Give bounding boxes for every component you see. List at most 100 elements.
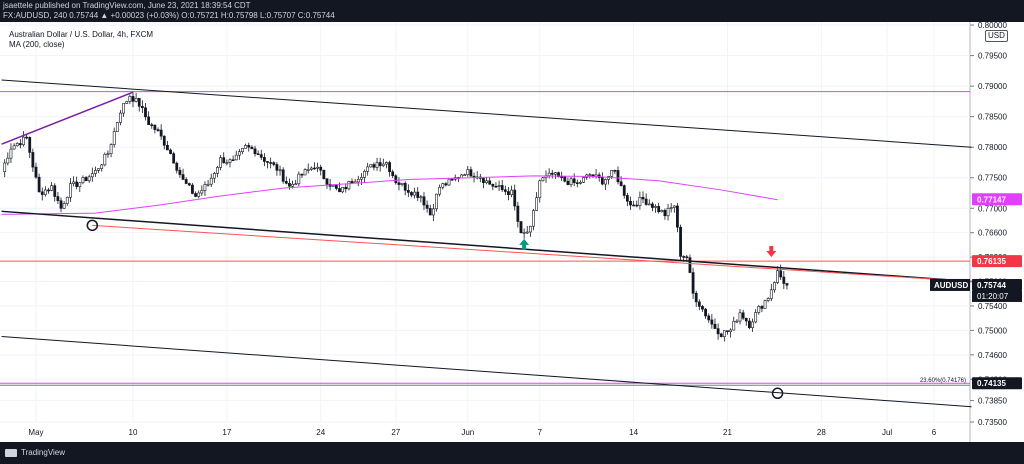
candle-body <box>629 200 632 206</box>
candle-body <box>37 176 41 193</box>
candle-body <box>313 167 316 170</box>
candle-body <box>360 177 363 180</box>
candle-body <box>460 174 463 179</box>
candle-body <box>410 192 413 196</box>
candle-body <box>428 208 432 216</box>
candle-body <box>103 154 107 166</box>
candle-body <box>397 182 401 185</box>
candle-body <box>59 200 63 209</box>
y-tick-label: 0.80000 <box>978 22 1007 30</box>
published-header: jsaettele published on TradingView.com, … <box>0 0 1024 22</box>
candle-body <box>651 203 654 208</box>
candle-body <box>15 143 19 147</box>
candle-body <box>766 298 770 301</box>
candle-body <box>735 320 739 323</box>
legend-title: Australian Dollar / U.S. Dollar, 4h, FXC… <box>9 30 154 39</box>
candle-body <box>394 175 398 184</box>
candle-body <box>607 176 610 180</box>
candle-body <box>647 203 651 206</box>
candle-body <box>50 185 54 191</box>
legend-indicator[interactable]: MA (200, close) <box>9 40 65 49</box>
candle-body <box>234 154 238 161</box>
candle-body <box>169 149 172 154</box>
candle-body <box>309 167 313 170</box>
candle-body <box>672 205 676 208</box>
candle-body <box>203 184 207 191</box>
candle-body <box>341 186 345 193</box>
candle-body <box>115 122 119 132</box>
candle-body <box>625 195 629 202</box>
candle-body <box>363 171 366 178</box>
candle-body <box>78 182 82 187</box>
candle-body <box>247 145 251 148</box>
candle-body <box>206 183 210 186</box>
candle-body <box>560 176 564 179</box>
candle-body <box>435 193 438 210</box>
candle-body <box>12 145 16 150</box>
y-tick-label: 0.74600 <box>978 351 1007 360</box>
candle-body <box>416 191 420 198</box>
y-tick-label: 0.77000 <box>978 204 1007 213</box>
candle-body <box>669 207 673 209</box>
candle-body <box>263 157 266 162</box>
candle-body <box>325 178 329 185</box>
candle-body <box>431 208 435 216</box>
current-label: 0.75744 <box>977 281 1006 290</box>
candle-body <box>56 196 60 201</box>
price-chart[interactable]: 0.80000 0.79500 0.79000 0.78500 0.78000 0.775… <box>0 22 1024 442</box>
candle-body <box>212 173 216 179</box>
brand-label: TradingView <box>21 448 66 457</box>
candle-body <box>47 189 50 192</box>
candle-body <box>466 169 470 176</box>
candle-body <box>588 174 592 176</box>
candle-body <box>331 185 335 187</box>
candle-body <box>181 174 185 180</box>
chart-area[interactable]: 0.80000 0.79500 0.79000 0.78500 0.78000 0.775… <box>0 22 1024 442</box>
candle-body <box>554 172 557 175</box>
candle-body <box>782 276 786 284</box>
candle-body <box>744 317 748 322</box>
candle-body <box>513 189 517 207</box>
candle-body <box>156 129 160 131</box>
candle-body <box>112 131 116 145</box>
candle-body <box>541 177 545 182</box>
candle-body <box>381 163 385 167</box>
x-tick-label: 7 <box>538 428 543 437</box>
x-tick-label: 24 <box>316 428 325 437</box>
candle-body <box>200 190 204 194</box>
candle-body <box>3 162 7 172</box>
ma200-line <box>1 175 778 215</box>
x-tick-label: 17 <box>222 428 231 437</box>
candle-body <box>682 256 686 258</box>
candle-body <box>469 169 473 177</box>
candle-body <box>641 196 645 200</box>
publisher-line: jsaettele published on TradingView.com, … <box>3 1 251 10</box>
candle-body <box>741 312 745 319</box>
circle-target <box>771 387 784 400</box>
countdown-label: 01:20:07 <box>977 292 1009 301</box>
support-line <box>92 224 972 283</box>
x-tick-label: 10 <box>129 428 138 437</box>
middle-channel <box>1 210 972 283</box>
candle-body <box>209 177 213 185</box>
y-tick-label: 0.79000 <box>978 82 1007 91</box>
tradingview-brand[interactable]: TradingView <box>5 448 65 457</box>
price-axis-background <box>970 22 1024 442</box>
candle-body <box>303 169 307 176</box>
candle-body <box>632 204 636 207</box>
candle-body <box>131 96 135 102</box>
currency-button[interactable]: USD <box>985 30 1008 42</box>
candle-body <box>119 112 122 123</box>
candle-body <box>288 183 291 187</box>
candle-body <box>294 183 298 186</box>
candle-body <box>150 124 154 126</box>
candle-body <box>779 270 783 278</box>
fib-label-box <box>972 377 1022 390</box>
candle-body <box>43 189 47 195</box>
candle-body <box>704 308 707 317</box>
candle-body <box>694 292 698 303</box>
candle-body <box>663 210 667 217</box>
symbol-tag-box <box>930 278 970 291</box>
candle-body <box>701 306 704 310</box>
candle-body <box>713 323 717 329</box>
